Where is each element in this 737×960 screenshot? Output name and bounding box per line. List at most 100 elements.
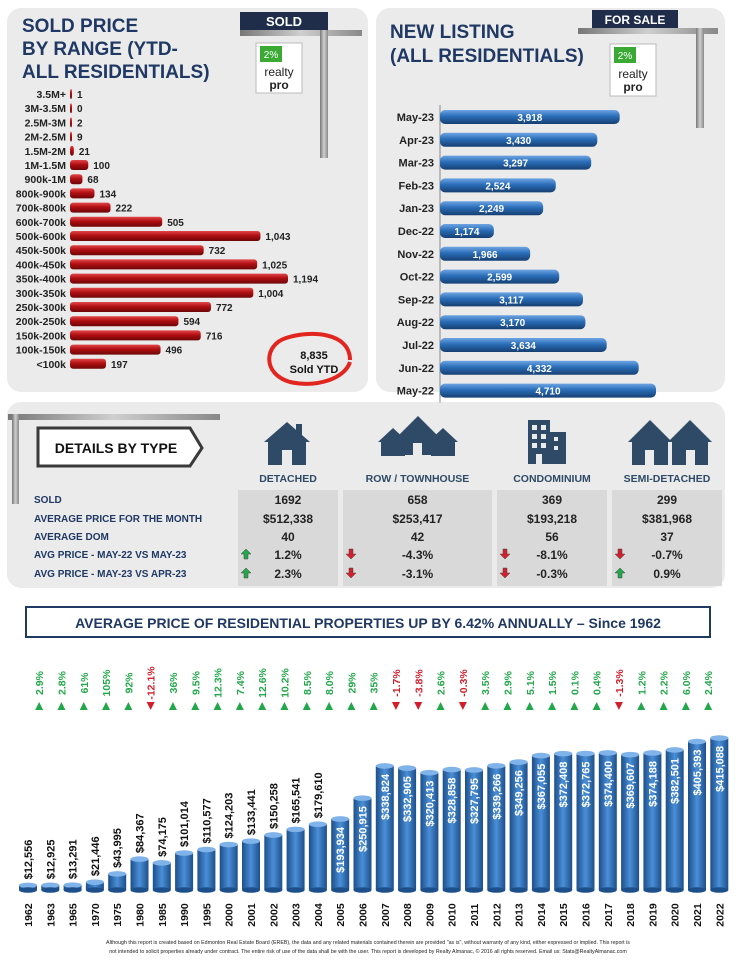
annual-bar (665, 749, 684, 890)
sold-bar-value: 0 (77, 104, 83, 115)
annual-banner (25, 606, 711, 638)
annual-bar-cap (665, 747, 684, 753)
sold-bar-value: 197 (111, 360, 128, 371)
sold-sign: SOLD 2% realty pro (240, 12, 362, 158)
listing-sign-arm (578, 28, 718, 34)
annual-change-label: 6.0% (681, 670, 693, 695)
annual-bar (531, 755, 550, 890)
annual-bar-base (398, 887, 417, 893)
annual-year-label: 2022 (714, 903, 726, 927)
up-arrow-icon (57, 702, 66, 710)
sold-bar-value: 9 (77, 133, 83, 144)
sold-bar (70, 131, 72, 142)
annual-change-label: 105% (101, 669, 113, 697)
type-column-bg (497, 490, 607, 586)
annual-bar (576, 753, 595, 890)
up-arrow-icon (235, 702, 244, 710)
up-arrow-icon (280, 702, 289, 710)
details-cell: 40 (281, 530, 295, 544)
type-header: DETACHED (259, 473, 317, 485)
footer: Although this report is created based on… (106, 940, 630, 955)
annual-year-label: 2005 (335, 903, 347, 927)
annual-bar-cap (85, 879, 104, 885)
listing-category-label: Jun-22 (399, 363, 434, 375)
annual-bar-base (576, 887, 595, 893)
annual-bar-value: $328,858 (447, 778, 459, 824)
annual-bar-base (621, 887, 640, 893)
up-arrow-icon (681, 702, 690, 710)
listing-category-label: Oct-22 (400, 272, 434, 284)
type-header: SEMI-DETACHED (624, 473, 711, 485)
details-cell: 37 (660, 530, 674, 544)
listing-bar-value: 1,174 (454, 227, 479, 238)
sold-bar (70, 216, 163, 227)
details-cell: 56 (545, 530, 559, 544)
listing-bar (440, 155, 592, 170)
annual-change-label: 5.1% (525, 670, 537, 695)
listing-title-line-2: (ALL RESIDENTIALS) (390, 46, 584, 67)
sold-title-line-3: ALL RESIDENTIALS) (22, 62, 210, 83)
annual-bar-cap (219, 841, 238, 848)
sold-title-line-2: BY RANGE (YTD- (22, 39, 178, 60)
details-sign: DETAILS BY TYPE (8, 414, 220, 504)
sold-logo-line2: pro (269, 78, 288, 92)
annual-change-label: 2.9% (34, 670, 46, 695)
annual-bar-cap (554, 750, 573, 757)
annual-bar-base (554, 887, 573, 893)
details-badge-text: DETAILS BY TYPE (55, 440, 177, 456)
listing-category-label: Aug-22 (397, 317, 434, 329)
annual-change-label: 1.2% (636, 670, 648, 695)
annual-bar-cap (331, 816, 350, 822)
sold-bar (70, 287, 254, 298)
annual-change-label: 9.5% (190, 670, 202, 695)
annual-bar-value: $374,400 (603, 761, 615, 807)
details-cell: -8.1% (536, 548, 568, 562)
annual-year-label: 2001 (246, 903, 258, 927)
listing-category-label: Apr-23 (399, 135, 434, 147)
annual-bar-value: $405,393 (692, 750, 704, 796)
details-row-label: AVG PRICE - MAY-22 VS MAY-23 (34, 550, 187, 561)
listing-bar (440, 110, 620, 124)
annual-bar-base (41, 887, 60, 893)
listing-bar-value: 3,918 (517, 113, 542, 124)
sold-bar (70, 316, 179, 327)
annual-bar-cap (531, 752, 550, 759)
annual-change-label: -12.1% (146, 666, 158, 700)
annual-bar-base (331, 887, 350, 893)
annual-bar (85, 882, 104, 890)
annual-bar (130, 859, 149, 890)
annual-change-label: 2.4% (703, 670, 715, 695)
annual-bar-base (63, 887, 82, 893)
listing-bar (440, 269, 560, 284)
up-arrow-icon (240, 548, 252, 560)
annual-bar-base (219, 887, 238, 893)
details-cell: 658 (407, 493, 427, 507)
sold-bar (70, 358, 106, 369)
listing-category-label: Mar-23 (399, 158, 434, 170)
sold-sign-plate (240, 12, 328, 30)
annual-bar-cap (487, 762, 506, 769)
type-column-bg (238, 490, 338, 586)
annual-bar-cap (264, 832, 283, 838)
sold-category-label: 150k-200k (16, 330, 66, 342)
annual-bar (509, 762, 528, 890)
listing-category-label: May-23 (397, 112, 434, 124)
listing-bar-value: 4,710 (535, 387, 560, 398)
annual-bar-cap (286, 826, 305, 833)
sold-ytd-swoosh (267, 331, 352, 386)
annual-bar-cap (175, 850, 194, 856)
annual-bar (420, 772, 439, 890)
sold-category-label: 350k-400k (16, 274, 66, 286)
sold-bar-value: 496 (166, 346, 183, 357)
up-arrow-icon (102, 702, 111, 710)
up-arrow-icon (503, 702, 512, 710)
listing-sign-text: FOR SALE (605, 13, 666, 27)
listing-bar (440, 383, 656, 398)
annual-bar-value: $415,088 (714, 746, 726, 792)
annual-year-label: 1985 (157, 903, 169, 927)
annual-change-label: 92% (123, 672, 135, 694)
annual-bar-value: $110,577 (201, 798, 213, 843)
annual-banner-text: AVERAGE PRICE OF RESIDENTIAL PROPERTIES … (75, 615, 661, 631)
condominium-icon (528, 420, 566, 464)
